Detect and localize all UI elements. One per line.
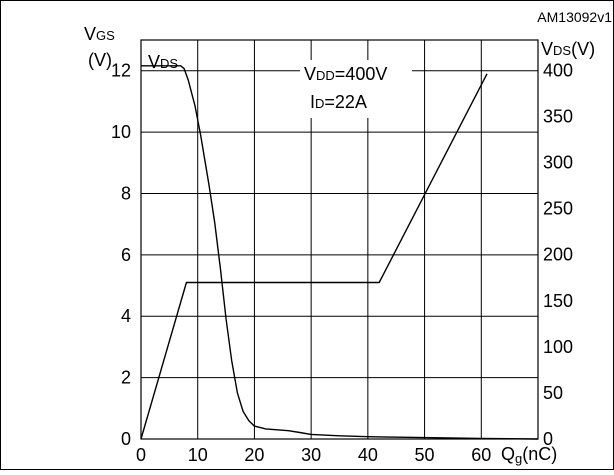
x-tick-label: 60 xyxy=(471,445,491,465)
y-right-tick-label: 400 xyxy=(543,60,573,80)
condition-id-value: =22A xyxy=(324,92,367,112)
y-right-axis-sub: DS xyxy=(553,43,571,58)
y-left-tick-label: 4 xyxy=(121,306,131,326)
series-label-vds-main: V xyxy=(148,52,160,72)
y-left-tick-label: 12 xyxy=(111,61,131,81)
x-tick-label: 20 xyxy=(244,445,264,465)
y-left-tick-label: 6 xyxy=(121,245,131,265)
condition-id-sub: D xyxy=(315,96,324,111)
y-right-tick-label: 50 xyxy=(543,383,563,403)
y-right-tick-label: 150 xyxy=(543,291,573,311)
x-tick-label: 40 xyxy=(358,445,378,465)
x-axis-main: Q xyxy=(501,444,515,464)
y-left-tick-label: 0 xyxy=(121,429,131,449)
y-right-axis-main: V xyxy=(541,39,553,59)
condition-vdd: VDD=400V xyxy=(304,64,387,84)
condition-vdd-value: =400V xyxy=(335,64,388,84)
y-left-axis-unit: (V) xyxy=(88,50,112,70)
x-axis-sub: g xyxy=(515,451,522,466)
y-right-tick-label: 0 xyxy=(543,429,553,449)
plot-area-border xyxy=(140,39,539,440)
y-right-tick-label: 350 xyxy=(543,106,573,126)
x-tick-label: 10 xyxy=(188,445,208,465)
tick-labels: 0 10 20 30 40 50 60 0 2 4 6 8 10 12 0 50 100 150 200 250 300… xyxy=(111,60,573,465)
condition-id: ID=22A xyxy=(310,92,367,112)
y-left-tick-label: 10 xyxy=(111,122,131,142)
x-axis-title: Qg(nC) xyxy=(501,444,557,466)
y-left-axis-main: V xyxy=(84,24,96,44)
data-series xyxy=(140,65,539,440)
vds-curve xyxy=(141,65,539,440)
y-right-axis-unit: (V) xyxy=(571,39,595,59)
condition-id-main: I xyxy=(310,92,315,112)
x-tick-label: 30 xyxy=(301,445,321,465)
vgs-curve xyxy=(140,73,488,440)
y-right-tick-label: 300 xyxy=(543,153,573,173)
y-left-axis-sub: GS xyxy=(96,28,115,43)
x-axis-unit: (nC) xyxy=(522,444,557,464)
y-left-axis-title: VGS xyxy=(84,24,115,44)
x-tick-label: 0 xyxy=(136,445,146,465)
y-right-tick-label: 250 xyxy=(543,199,573,219)
y-right-axis-title: VDS(V) xyxy=(541,39,595,59)
condition-vdd-sub: DD xyxy=(316,68,335,83)
y-right-tick-label: 200 xyxy=(543,245,573,265)
series-label-vds: VDS xyxy=(148,52,178,72)
y-left-tick-label: 8 xyxy=(121,183,131,203)
figure-id-label: AM13092v1 xyxy=(537,9,612,25)
y-left-tick-label: 2 xyxy=(121,368,131,388)
series-label-vds-sub: DS xyxy=(160,56,178,71)
x-tick-label: 50 xyxy=(415,445,435,465)
conditions-background xyxy=(300,60,412,118)
y-right-tick-label: 100 xyxy=(543,337,573,357)
condition-vdd-main: V xyxy=(304,64,316,84)
